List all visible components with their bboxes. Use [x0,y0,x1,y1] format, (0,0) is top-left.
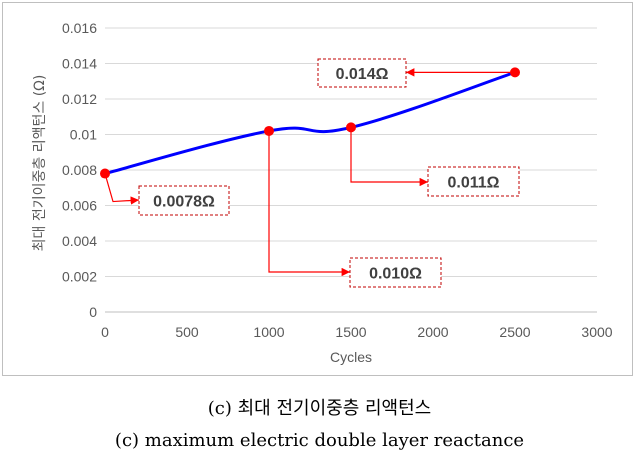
x-axis-title: Cycles [330,349,372,365]
annotation-arrow [268,130,350,277]
annotation-box [138,185,230,216]
annotation-label: 0.011Ω [448,175,500,192]
x-tick-label: 500 [175,324,199,340]
annotation-box [427,166,520,197]
y-tick-label: 0 [89,304,97,320]
series [100,67,520,179]
y-tick-label: 0.006 [62,198,97,214]
caption-korean: (c) 최대 전기이중층 리액턴스 [207,398,432,419]
y-tick-label: 0.004 [62,233,97,249]
annotation-label: 0.010Ω [369,266,422,283]
x-tick-label: 1500 [335,324,366,340]
y-tick-label: 0.016 [62,20,97,36]
annotation-arrow [104,173,140,205]
axes: 0 0.002 0.004 0.006 0.008 0.01 0.012 0.014 0.016… [62,20,613,340]
annotation-box [349,257,442,288]
x-tick-label: 2000 [417,324,448,340]
y-axis-title: 최대 전기이중층 리액턴스 (Ω) [32,75,48,252]
y-tick-label: 0.012 [62,91,97,107]
y-tick-label: 0.002 [62,269,97,285]
caption-english: (c) maximum electric double layer reacta… [114,430,525,451]
x-tick-label: 1000 [253,324,284,340]
y-tick-label: 0.01 [70,127,97,143]
annotation-label: 0.0078Ω [153,194,215,211]
x-tick-label: 0 [101,324,109,340]
annotation-box [317,58,407,88]
series-line [104,70,516,176]
line-chart: 0 0.002 0.004 0.006 0.008 0.01 0.012 0.014 0.016… [32,20,613,365]
annotations: 0.0078Ω 0.010Ω 0.011Ω 0.014Ω [104,58,520,288]
y-tick-label: 0.008 [62,162,97,178]
x-tick-label: 2500 [499,324,530,340]
x-tick-label: 3000 [581,324,612,340]
data-point [346,122,356,133]
y-tick-label: 0.014 [62,56,97,72]
annotation-arrow [350,127,428,187]
annotation-label: 0.014Ω [336,66,389,83]
